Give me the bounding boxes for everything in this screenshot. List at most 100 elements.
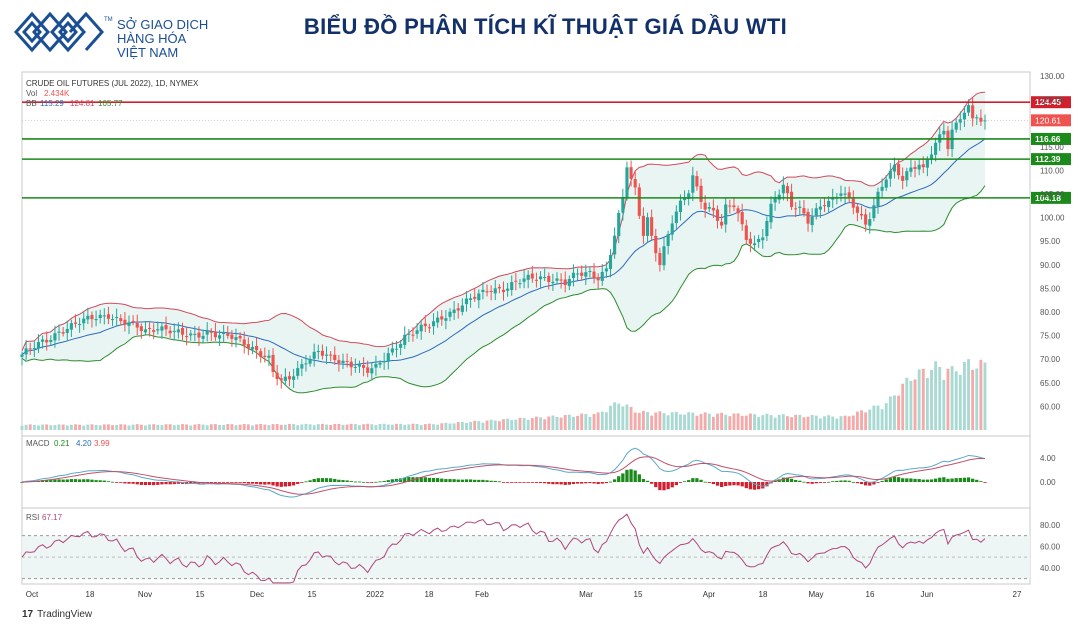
candle-body [263, 355, 267, 357]
candle-body [98, 314, 102, 318]
macd-histogram-bar [94, 480, 98, 482]
candle-body [333, 354, 337, 361]
macd-histogram-bar [61, 479, 65, 482]
macd-histogram-bar [530, 482, 534, 483]
macd-histogram-bar [666, 482, 670, 490]
candle-body [341, 360, 345, 364]
macd-histogram-bar [662, 482, 666, 491]
macd-histogram-bar [501, 482, 506, 483]
candle-body [621, 197, 625, 213]
volume-bar [139, 424, 143, 430]
volume-bar [111, 425, 114, 430]
macd-histogram-bar [90, 479, 94, 482]
candle-body [209, 331, 213, 333]
macd-histogram-bar [415, 477, 419, 482]
candle-body [324, 354, 329, 356]
macd-histogram-bar [608, 481, 613, 483]
volume-bar [670, 412, 674, 430]
macd-histogram-bar [761, 482, 765, 489]
volume-bar [880, 409, 884, 430]
volume-bar [57, 424, 61, 430]
candle-body [160, 326, 164, 331]
candle-body [962, 112, 966, 120]
volume-bar [662, 413, 666, 430]
price-tick-4: 105.00 [1040, 190, 1065, 199]
macd-histogram-bar [831, 481, 835, 483]
candle-body [90, 314, 94, 320]
macd-histogram-bar [493, 481, 497, 482]
volume-bar [748, 413, 752, 430]
candle-body [975, 117, 979, 119]
volume-bar [382, 423, 386, 430]
price-tick-13: 60.00 [1040, 402, 1061, 411]
macd-histogram-bar [238, 482, 242, 483]
candle-body [378, 363, 382, 365]
volume-bar [625, 404, 629, 430]
volume-bar [205, 425, 209, 430]
volume-bar [259, 423, 263, 430]
x-tick-0: Oct [26, 590, 39, 599]
candle-body [798, 206, 802, 208]
candle-body [563, 279, 567, 286]
macd-histogram-bar [283, 482, 288, 487]
volume-bar [707, 413, 711, 430]
macd-histogram-bar [230, 482, 234, 483]
candle-body [794, 208, 798, 210]
volume-bar [641, 410, 645, 430]
candle-body [61, 332, 65, 334]
x-tick-9: Mar [579, 590, 593, 599]
macd-histogram-bar [135, 482, 139, 485]
macd-histogram-bar [765, 482, 769, 487]
candle-body [246, 344, 250, 349]
candle-body [205, 330, 209, 335]
volume-bar [353, 424, 357, 430]
macd-histogram-bar [966, 477, 971, 482]
volume-bar [818, 418, 822, 430]
volume-bar [732, 413, 736, 430]
macd-histogram-bar [473, 479, 477, 482]
macd-histogram-bar [752, 482, 757, 490]
x-tick-3: 15 [196, 590, 205, 599]
candle-body [366, 367, 370, 373]
candle-body [36, 342, 41, 349]
macd-histogram-bar [20, 482, 24, 483]
volume-bar [296, 425, 300, 430]
macd-histogram-bar [374, 481, 378, 483]
volume-bar [633, 412, 637, 430]
price-tick-6: 95.00 [1040, 237, 1061, 246]
page-title: BIỂU ĐỒ PHÂN TÍCH KĨ THUẬT GIÁ DẦU WTI [303, 14, 788, 39]
macd-histogram-bar [814, 482, 818, 484]
macd-legend-value-1: 0.21 [54, 439, 70, 448]
volume-bar [164, 424, 168, 430]
candle-body [292, 376, 296, 380]
macd-histogram-bar [45, 480, 49, 482]
volume-bar [757, 417, 761, 430]
volume-bar [279, 424, 283, 430]
candle-body [934, 142, 938, 155]
macd-histogram-bar [580, 482, 584, 484]
macd-histogram-bar [802, 481, 806, 483]
macd-histogram-bar [304, 481, 308, 483]
candle-body [345, 360, 349, 362]
volume-bar [98, 425, 102, 430]
candle-body [300, 364, 304, 369]
volume-bar [127, 425, 131, 430]
macd-histogram-bar [312, 478, 316, 482]
volume-bar [765, 413, 769, 430]
candle-body [678, 200, 683, 213]
candle-body [567, 278, 571, 286]
macd-histogram-bar [345, 480, 349, 482]
candle-body [822, 205, 827, 207]
volume-bar [588, 416, 592, 430]
volume-bar [654, 412, 658, 430]
volume-bar [930, 369, 933, 430]
candle-body [769, 203, 773, 223]
volume-bar [806, 416, 810, 430]
volume-bar [489, 419, 493, 430]
macd-histogram-bar [901, 478, 905, 482]
volume-bar [724, 414, 728, 430]
candle-body [600, 271, 604, 281]
candle-body [213, 331, 217, 338]
candle-body [929, 154, 934, 160]
macd-histogram-bar [637, 474, 641, 482]
